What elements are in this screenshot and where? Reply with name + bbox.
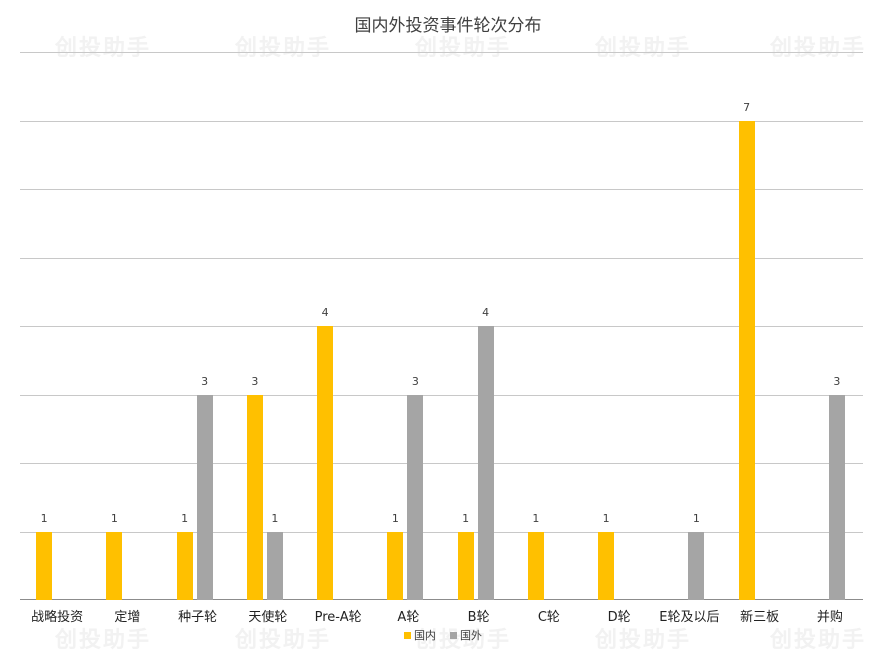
- category-label: D轮: [607, 610, 631, 625]
- legend-item-foreign[interactable]: 国外: [450, 627, 482, 643]
- data-label: 1: [271, 511, 279, 525]
- bar-foreign[interactable]: [477, 326, 494, 600]
- gridline: [20, 394, 863, 396]
- watermark-text: 创投助手: [235, 628, 332, 653]
- legend: 国内 国外: [404, 627, 482, 643]
- gridline: [20, 463, 863, 464]
- category-label: B轮: [467, 610, 490, 625]
- data-label: 1: [602, 511, 610, 525]
- gridline: [20, 257, 863, 259]
- gridline: [20, 52, 863, 53]
- bar-domestic[interactable]: [527, 531, 544, 600]
- legend-swatch-foreign: [450, 631, 457, 639]
- bar-domestic[interactable]: [387, 531, 404, 600]
- legend-item-domestic[interactable]: 国内: [404, 627, 436, 643]
- bar-foreign[interactable]: [688, 531, 705, 600]
- data-label: 3: [411, 374, 419, 388]
- category-label: 天使轮: [248, 610, 288, 625]
- bar-foreign[interactable]: [196, 394, 213, 600]
- x-axis-line: [20, 599, 863, 600]
- bar-domestic[interactable]: [317, 326, 334, 600]
- data-label: 3: [201, 374, 209, 388]
- legend-label-foreign: 国外: [460, 629, 482, 642]
- bar-foreign[interactable]: [828, 394, 845, 600]
- data-label: 1: [532, 511, 540, 525]
- data-label: 1: [391, 511, 399, 525]
- bar-domestic[interactable]: [598, 531, 615, 600]
- gridline: [20, 326, 863, 327]
- category-label: Pre-A轮: [314, 610, 362, 625]
- bar-domestic[interactable]: [457, 531, 474, 600]
- data-label: 3: [251, 374, 259, 388]
- legend-label-domestic: 国内: [414, 629, 436, 642]
- gridline: [20, 531, 863, 533]
- bar-domestic[interactable]: [176, 531, 193, 600]
- data-label: 1: [110, 511, 118, 525]
- data-label: 1: [692, 511, 700, 525]
- data-label: 4: [482, 306, 490, 319]
- gridline: [20, 189, 863, 190]
- legend-swatch-domestic: [404, 631, 411, 639]
- watermark-text: 创投助手: [770, 628, 867, 653]
- category-label: A轮: [397, 610, 420, 625]
- bar-domestic[interactable]: [246, 394, 263, 600]
- bar-foreign[interactable]: [407, 394, 424, 600]
- data-label: 1: [181, 511, 189, 525]
- data-label: 4: [321, 306, 329, 319]
- gridline: [20, 120, 863, 122]
- category-label: E轮及以后: [659, 610, 720, 625]
- category-label: 并购: [816, 610, 843, 625]
- bar-domestic[interactable]: [738, 120, 755, 600]
- chart-title: 国内外投资事件轮次分布: [354, 16, 542, 36]
- data-label: 1: [462, 511, 470, 525]
- watermark-text: 创投助手: [55, 628, 152, 653]
- category-label: 战略投资: [31, 610, 84, 625]
- data-label: 3: [833, 374, 841, 388]
- watermark-text: 创投助手: [595, 628, 692, 653]
- bar-foreign[interactable]: [266, 531, 283, 600]
- category-label: 新三板: [740, 610, 780, 625]
- category-label: C轮: [537, 610, 560, 625]
- bar-domestic[interactable]: [106, 531, 123, 600]
- category-label: 定增: [114, 610, 141, 625]
- data-label: 1: [40, 511, 48, 525]
- data-label: 7: [743, 100, 751, 114]
- bar-domestic[interactable]: [36, 531, 53, 600]
- category-label: 种子轮: [178, 610, 218, 625]
